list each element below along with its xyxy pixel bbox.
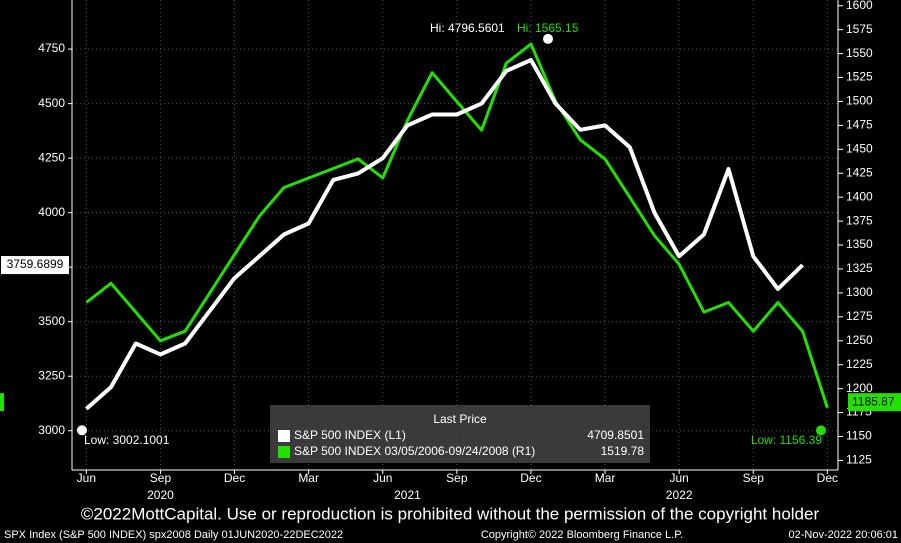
y2-tick-label: 1350 (846, 237, 873, 251)
hi-label: Hi: 1565.15 (517, 21, 579, 35)
last-tag (1, 256, 69, 275)
x-tick-label: Dec (520, 471, 541, 485)
footer: ©2022MottCapital. Use or reproduction is… (81, 504, 820, 523)
legend-value: 1519.78 (601, 444, 645, 458)
legend-swatch (278, 430, 290, 442)
x-tick-label: Sep (150, 471, 172, 485)
y2-tick-label: 1500 (846, 94, 873, 108)
y2-tick-label: 1525 (846, 70, 873, 84)
x-tick-label: Dec (224, 471, 245, 485)
y2-tick-label: 1150 (846, 429, 872, 443)
x-tick-label: Mar (298, 471, 319, 485)
x-tick-label: Dec (817, 471, 838, 485)
y2-tick-label: 1475 (846, 118, 873, 132)
low-marker (77, 425, 87, 436)
last-tag (848, 393, 901, 412)
y-tick-label: 4000 (38, 205, 65, 219)
low-label: Low: 3002.1001 (84, 433, 170, 447)
hi-label: Hi: 4796.5601 (430, 21, 505, 35)
legend-label: S&P 500 INDEX 03/05/2006-09/24/2008 (R1) (294, 444, 535, 458)
y2-tick-label: 1550 (846, 46, 873, 60)
last-tag-label: 3759.6899 (7, 257, 64, 271)
y2-tick-label: 1375 (846, 213, 873, 227)
y-tick-label: 4750 (38, 41, 65, 55)
y-tick-label: 4250 (38, 150, 65, 164)
y2-tick-label: 1425 (846, 165, 873, 179)
last-tag-left (0, 393, 4, 412)
status-left: SPX Index (S&P 500 INDEX) spx2008 Daily … (4, 529, 343, 541)
year-label: 2022 (666, 488, 693, 502)
y2-tick-label: 1225 (846, 357, 873, 371)
legend-value: 4709.8501 (587, 428, 644, 442)
series-line (84, 58, 804, 411)
low-marker (816, 425, 826, 436)
y-tick-label: 3250 (38, 368, 65, 382)
y2-tick-label: 1250 (846, 333, 873, 347)
x-tick-label: Sep (446, 471, 468, 485)
legend-label: S&P 500 INDEX (L1) (294, 428, 406, 442)
x-tick-label: Jun (669, 471, 688, 485)
legend-title: Last Price (433, 412, 487, 426)
hi-marker (543, 33, 553, 44)
low-label: Low: 1156.39 (751, 433, 822, 447)
y-tick-label: 4500 (38, 96, 65, 110)
y2-tick-label: 1450 (846, 141, 873, 155)
y2-tick-label: 1200 (846, 381, 873, 395)
x-tick-label: Jun (77, 471, 96, 485)
x-tick-label: Sep (743, 471, 765, 485)
legend-swatch (278, 446, 290, 458)
y2-tick-label: 1575 (846, 22, 873, 36)
x-tick-label: Jun (373, 471, 392, 485)
y-tick-label: 3000 (38, 423, 65, 437)
y2-tick-label: 1325 (846, 261, 873, 275)
status-mid: Copyright© 2022 Bloomberg Finance L.P. (481, 529, 683, 541)
last-tag-label: 1185.87 (852, 394, 895, 408)
y2-tick-label: 1600 (846, 0, 873, 12)
y2-tick-label: 1400 (846, 189, 873, 203)
legend-box (270, 405, 650, 463)
y2-tick-label: 1125 (846, 453, 872, 467)
year-label: 2020 (147, 488, 174, 502)
year-label: 2021 (394, 488, 421, 502)
status-right: 02-Nov-2022 20:06:01 (789, 529, 898, 541)
y2-tick-label: 1275 (846, 309, 873, 323)
x-tick-label: Mar (595, 471, 616, 485)
series-line (85, 42, 829, 409)
y2-tick-label: 1300 (846, 285, 873, 299)
y-tick-label: 3500 (38, 314, 65, 328)
